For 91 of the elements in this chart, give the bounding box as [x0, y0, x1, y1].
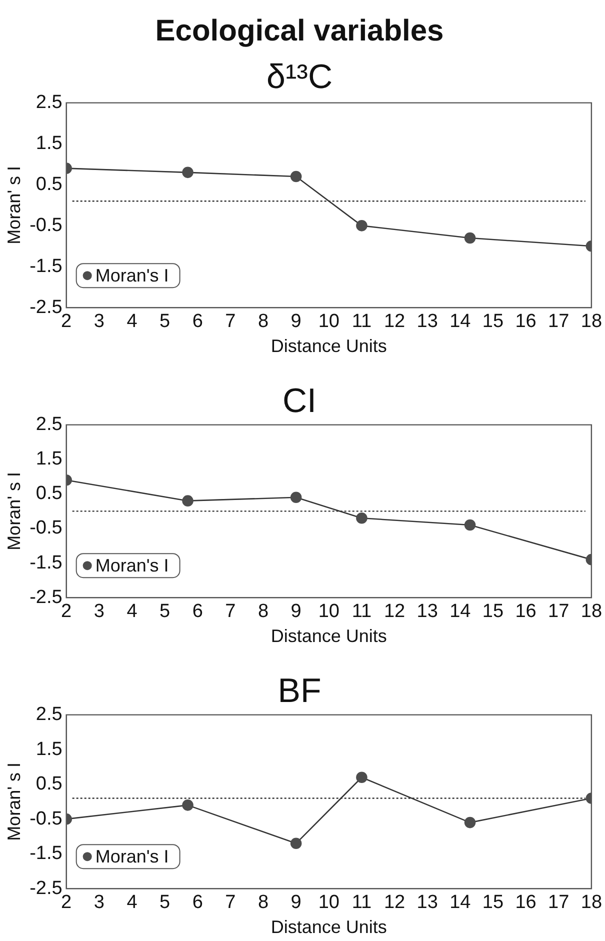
y-tick-label: -0.5	[30, 808, 62, 830]
x-tick-label: 10	[318, 892, 340, 914]
point	[290, 838, 302, 850]
x-tick-label: 10	[318, 311, 340, 332]
y-tick-label: -0.5	[30, 214, 62, 236]
chart-title: BF	[278, 672, 322, 710]
y-tick-label: -0.5	[30, 518, 62, 539]
x-tick-label: 4	[126, 892, 138, 914]
y-tick-label: -2.5	[30, 296, 62, 318]
x-tick-label: 8	[258, 892, 269, 914]
x-tick-label: 15	[482, 892, 504, 914]
chart-subtitle: δ¹³C	[266, 58, 333, 96]
x-tick-label: 17	[548, 601, 570, 622]
legend-label: Moran's I	[95, 556, 169, 576]
chart-title: CI	[282, 382, 316, 420]
point	[356, 772, 368, 784]
y-tick-label: -1.5	[30, 552, 62, 574]
y-axis-title: Moran' s I	[4, 472, 24, 550]
x-tick-label: 15	[482, 311, 504, 332]
point	[182, 495, 194, 506]
point	[290, 170, 302, 182]
x-tick-label: 4	[126, 311, 138, 332]
x-tick-label: 12	[384, 892, 406, 914]
y-tick-label: 1.5	[36, 448, 62, 470]
x-tick-label: 16	[515, 892, 536, 914]
y-tick-label: -2.5	[30, 878, 62, 899]
y-tick-label: 2.5	[36, 704, 62, 726]
x-tick-label: 17	[548, 892, 570, 914]
chart-title: Ecological variables	[155, 14, 444, 48]
x-axis-title: Distance Units	[270, 336, 387, 356]
x-tick-label: 11	[352, 601, 372, 622]
y-tick-label: -1.5	[30, 843, 62, 864]
x-tick-label: 2	[61, 311, 72, 332]
y-tick-label: 1.5	[36, 132, 62, 154]
y-tick-label: 0.5	[36, 174, 62, 195]
x-tick-label: 7	[225, 892, 236, 914]
x-tick-label: 12	[384, 601, 406, 622]
x-tick-label: 15	[482, 601, 504, 622]
y-axis-title: Moran' s I	[4, 166, 24, 244]
x-tick-label: 5	[160, 601, 170, 622]
legend-label: Moran's I	[95, 266, 169, 286]
x-tick-label: 9	[290, 601, 302, 622]
x-tick-label: 6	[192, 892, 203, 914]
x-tick-label: 3	[94, 311, 104, 332]
x-axis-title: Distance Units	[270, 626, 387, 646]
y-tick-label: 1.5	[36, 738, 62, 760]
x-tick-label: 18	[580, 601, 602, 622]
x-tick-label: 14	[450, 311, 472, 332]
x-tick-label: 5	[160, 892, 170, 914]
point	[182, 800, 194, 811]
x-tick-label: 2	[61, 892, 72, 914]
x-tick-label: 3	[94, 601, 104, 622]
y-tick-label: -1.5	[30, 256, 62, 277]
point	[290, 492, 302, 504]
x-tick-label: 4	[126, 601, 138, 622]
y-tick-label: 0.5	[36, 483, 62, 504]
x-tick-label: 17	[548, 311, 570, 332]
x-tick-label: 14	[450, 892, 472, 914]
y-tick-label: -2.5	[30, 586, 62, 608]
point	[356, 512, 368, 524]
x-tick-label: 11	[352, 892, 372, 914]
x-tick-label: 3	[94, 892, 104, 914]
x-tick-label: 18	[580, 892, 602, 914]
legend-label: Moran's I	[95, 846, 169, 867]
x-tick-label: 6	[192, 601, 203, 622]
x-tick-label: 16	[515, 601, 536, 622]
x-tick-label: 9	[290, 892, 302, 914]
x-tick-label: 7	[225, 311, 236, 332]
x-tick-label: 18	[580, 311, 602, 332]
x-tick-label: 16	[515, 311, 536, 332]
x-tick-label: 10	[318, 601, 340, 622]
x-tick-label: 13	[416, 311, 438, 332]
x-tick-label: 13	[416, 601, 438, 622]
x-tick-label: 12	[384, 311, 406, 332]
x-tick-label: 14	[450, 601, 472, 622]
point	[356, 220, 368, 232]
x-tick-label: 11	[352, 311, 372, 332]
x-tick-label: 8	[258, 601, 269, 622]
y-tick-label: 2.5	[36, 414, 62, 436]
x-tick-label: 8	[258, 311, 269, 332]
x-axis-title: Distance Units	[270, 917, 387, 938]
x-tick-label: 5	[160, 311, 170, 332]
x-tick-label: 9	[290, 311, 302, 332]
x-tick-label: 2	[61, 601, 72, 622]
y-tick-label: 2.5	[36, 92, 62, 114]
x-tick-label: 13	[416, 892, 438, 914]
y-tick-label: 0.5	[36, 774, 62, 795]
x-tick-label: 6	[192, 311, 203, 332]
x-tick-label: 7	[225, 601, 236, 622]
point	[182, 166, 194, 178]
y-axis-title: Moran' s I	[4, 762, 24, 841]
